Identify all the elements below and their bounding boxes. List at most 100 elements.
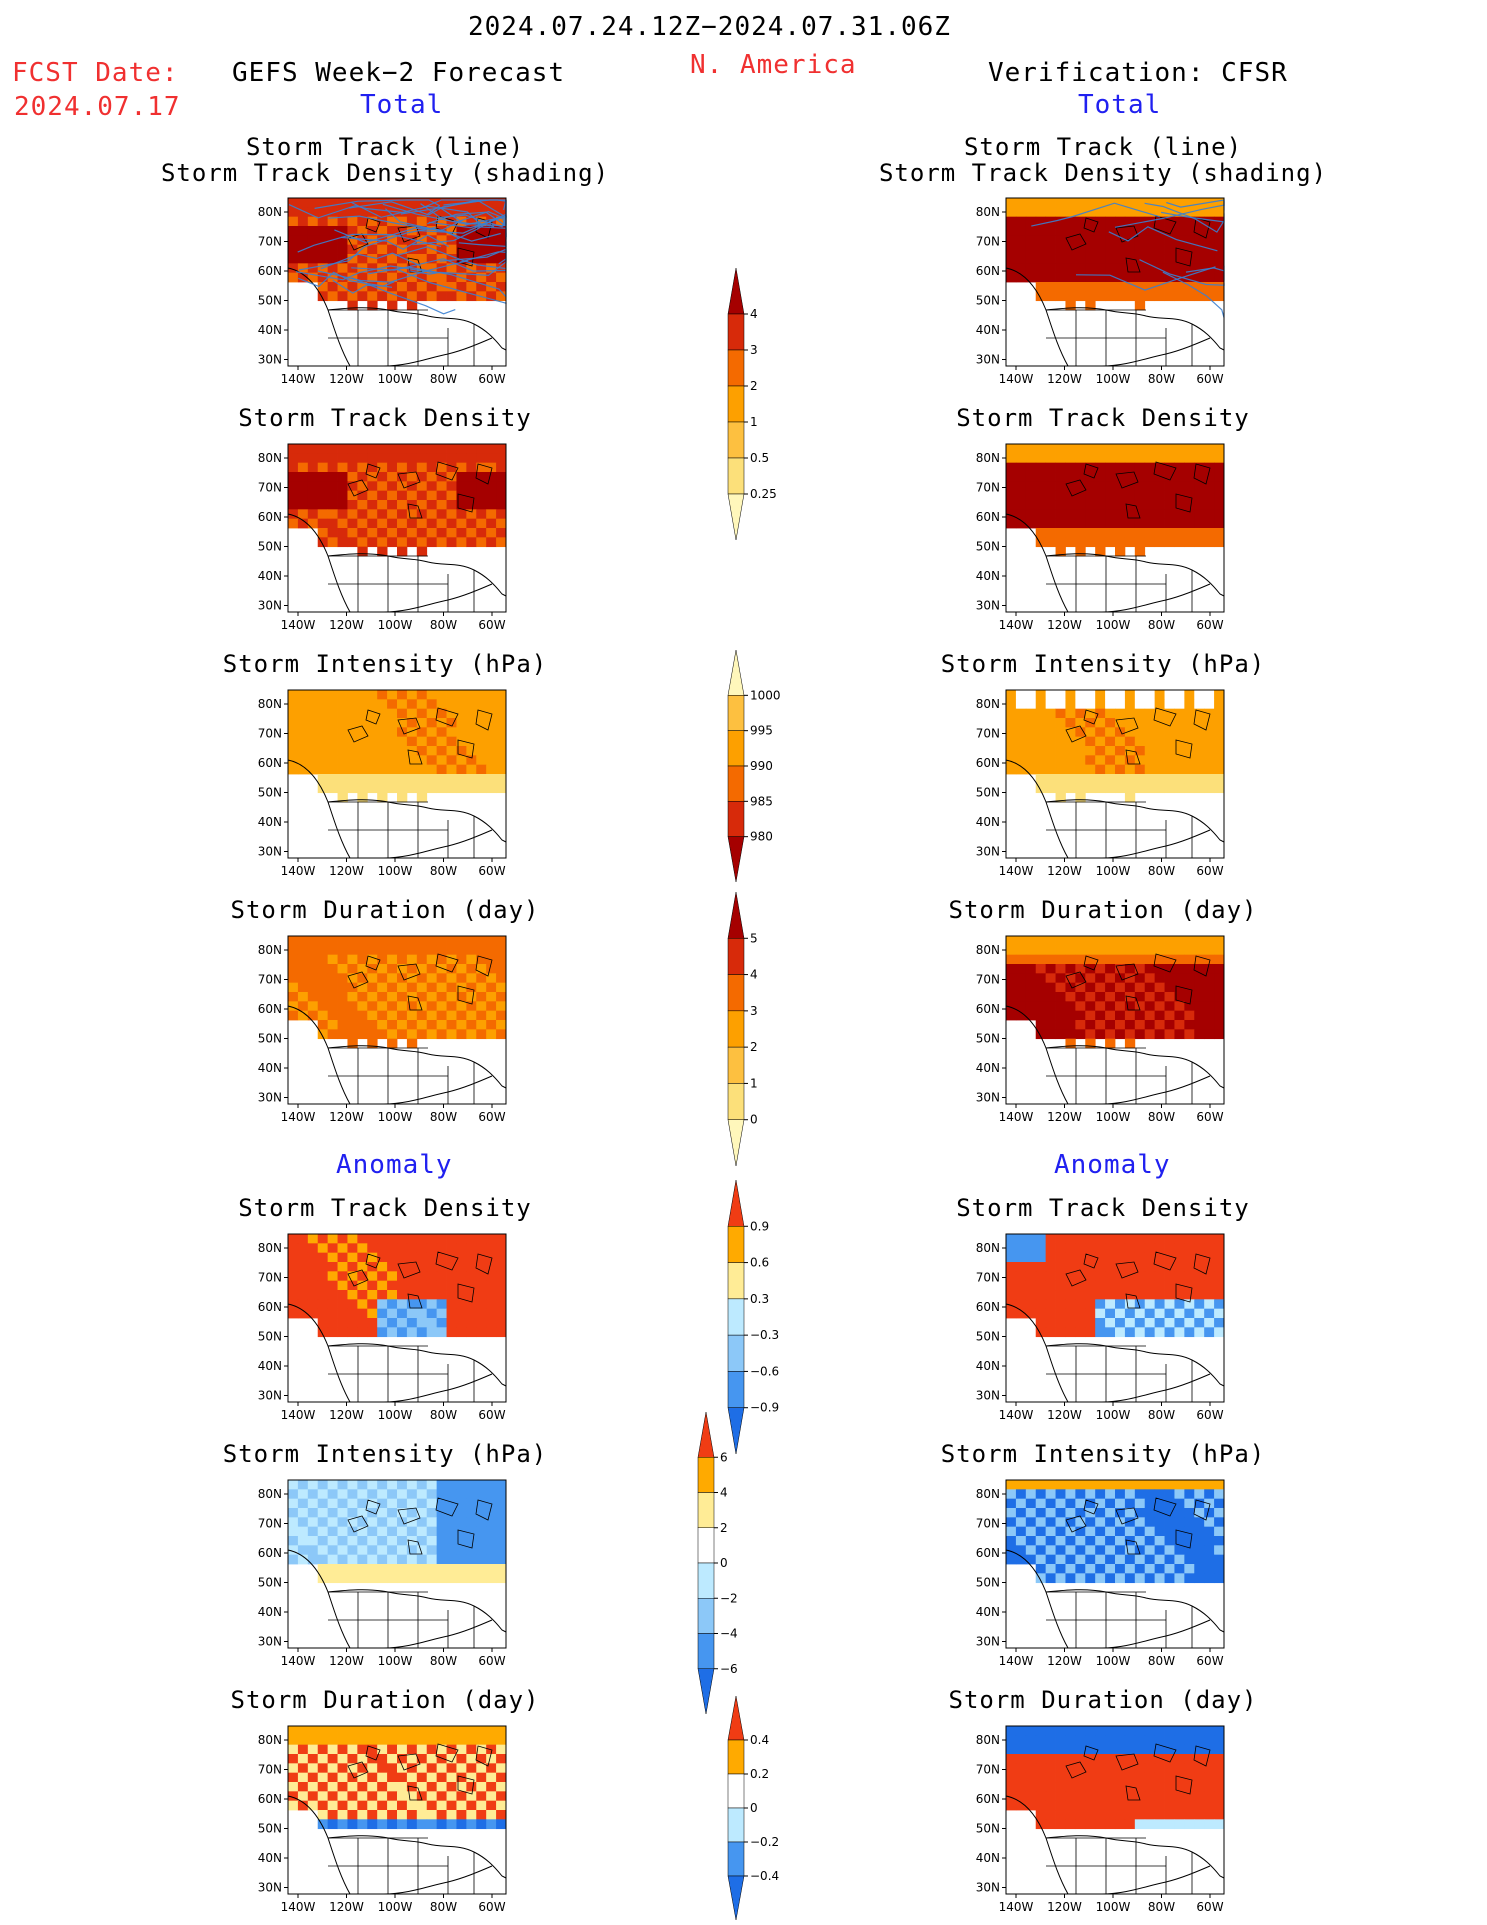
svg-text:120W: 120W: [329, 618, 364, 632]
svg-text:50N: 50N: [258, 786, 282, 800]
svg-text:80N: 80N: [976, 1733, 1000, 1747]
svg-text:40N: 40N: [258, 1061, 282, 1075]
svg-text:40N: 40N: [258, 569, 282, 583]
svg-text:60W: 60W: [478, 1900, 505, 1914]
svg-text:3: 3: [750, 1004, 758, 1018]
svg-text:6: 6: [720, 1450, 728, 1464]
svg-text:80W: 80W: [430, 618, 457, 632]
map-panel-cfsr-track: 80N 70N 60N 50N 40N 30N 140W 120W 100W 80W 60W: [976, 197, 1225, 386]
svg-text:120W: 120W: [329, 1408, 364, 1422]
panel-title-duration-left: Storm Duration (day): [230, 896, 540, 924]
svg-text:100W: 100W: [1096, 1110, 1131, 1124]
svg-text:60N: 60N: [258, 756, 282, 770]
svg-text:40N: 40N: [976, 1359, 1000, 1373]
svg-text:70N: 70N: [258, 1271, 282, 1285]
svg-text:100W: 100W: [378, 1408, 413, 1422]
svg-text:60W: 60W: [1196, 1110, 1223, 1124]
svg-text:60W: 60W: [1196, 1900, 1223, 1914]
svg-text:80N: 80N: [976, 943, 1000, 957]
svg-text:40N: 40N: [258, 1359, 282, 1373]
svg-text:1000: 1000: [750, 688, 781, 702]
svg-text:60W: 60W: [478, 864, 505, 878]
panel-title-duration-anom-right: Storm Duration (day): [948, 1686, 1258, 1714]
svg-text:80W: 80W: [430, 1900, 457, 1914]
svg-text:0.4: 0.4: [750, 1733, 769, 1747]
svg-text:0.25: 0.25: [750, 487, 777, 501]
svg-text:100W: 100W: [1096, 1408, 1131, 1422]
svg-text:120W: 120W: [329, 1900, 364, 1914]
svg-text:60N: 60N: [258, 510, 282, 524]
map-panel-fcst-track: 80N 70N 60N 50N 40N 30N 140W 120W 100W 80W 60W: [258, 197, 507, 386]
svg-text:100W: 100W: [378, 1654, 413, 1668]
svg-text:100W: 100W: [1096, 1654, 1131, 1668]
svg-text:120W: 120W: [1047, 864, 1082, 878]
svg-text:50N: 50N: [258, 540, 282, 554]
svg-text:120W: 120W: [1047, 1408, 1082, 1422]
colorbar-density: 4 3 2 1 0.5 0.25: [727, 267, 777, 541]
svg-text:30N: 30N: [258, 353, 282, 367]
panel-title-track-shading-right: Storm Track Density (shading): [878, 159, 1328, 187]
svg-text:70N: 70N: [976, 235, 1000, 249]
svg-text:0: 0: [720, 1556, 728, 1570]
verification-total-label: Total: [1078, 90, 1162, 120]
svg-text:100W: 100W: [378, 1110, 413, 1124]
svg-text:40N: 40N: [258, 1605, 282, 1619]
fcst-date-label: FCST Date:: [12, 58, 179, 88]
svg-text:2: 2: [750, 379, 758, 393]
svg-text:2: 2: [750, 1040, 758, 1054]
svg-text:70N: 70N: [976, 1271, 1000, 1285]
svg-text:−0.2: −0.2: [750, 1835, 779, 1849]
svg-text:50N: 50N: [976, 294, 1000, 308]
svg-text:140W: 140W: [281, 618, 316, 632]
svg-text:70N: 70N: [976, 481, 1000, 495]
panel-title-duration-anom-left: Storm Duration (day): [230, 1686, 540, 1714]
forecast-total-label: Total: [360, 90, 444, 120]
svg-text:120W: 120W: [1047, 1110, 1082, 1124]
svg-text:60W: 60W: [478, 618, 505, 632]
svg-text:70N: 70N: [976, 1763, 1000, 1777]
period-title: 2024.07.24.12Z−2024.07.31.06Z: [468, 12, 951, 42]
svg-text:140W: 140W: [999, 1654, 1034, 1668]
svg-text:120W: 120W: [1047, 618, 1082, 632]
svg-text:30N: 30N: [976, 599, 1000, 613]
svg-text:30N: 30N: [976, 1091, 1000, 1105]
svg-text:30N: 30N: [258, 1091, 282, 1105]
svg-text:120W: 120W: [1047, 1900, 1082, 1914]
panel-title-track-line-left: Storm Track (line): [245, 133, 525, 161]
svg-text:40N: 40N: [976, 1061, 1000, 1075]
svg-text:80N: 80N: [258, 451, 282, 465]
svg-text:−0.3: −0.3: [750, 1328, 779, 1342]
svg-text:−0.6: −0.6: [750, 1364, 779, 1378]
svg-text:30N: 30N: [258, 845, 282, 859]
svg-text:70N: 70N: [258, 481, 282, 495]
svg-text:50N: 50N: [258, 1032, 282, 1046]
svg-text:−0.9: −0.9: [750, 1401, 779, 1415]
svg-text:60W: 60W: [1196, 864, 1223, 878]
svg-text:60W: 60W: [1196, 372, 1223, 386]
svg-text:80N: 80N: [258, 697, 282, 711]
svg-text:−0.4: −0.4: [750, 1869, 779, 1883]
forecast-anomaly-label: Anomaly: [336, 1150, 453, 1180]
svg-text:−6: −6: [720, 1662, 738, 1676]
svg-text:100W: 100W: [1096, 864, 1131, 878]
svg-text:40N: 40N: [258, 815, 282, 829]
map-panel-cfsr-density: 80N 70N 60N 50N 40N 30N 140W 120W 100W 80W 60W: [976, 443, 1225, 632]
svg-text:50N: 50N: [976, 786, 1000, 800]
fcst-date-value: 2024.07.17: [14, 92, 181, 122]
svg-text:80W: 80W: [430, 1408, 457, 1422]
colorbar-density-anom: 0.9 0.6 0.3 −0.3 −0.6 −0.9: [727, 1179, 779, 1455]
svg-text:120W: 120W: [329, 372, 364, 386]
svg-text:60N: 60N: [976, 1300, 1000, 1314]
svg-text:50N: 50N: [976, 1576, 1000, 1590]
svg-text:120W: 120W: [329, 1110, 364, 1124]
svg-text:0.2: 0.2: [750, 1767, 769, 1781]
map-panel-fcst-intensity-anom: 80N 70N 60N 50N 40N 30N 140W 120W 100W 80W 60W: [258, 1479, 507, 1668]
panel-title-density-anom-right: Storm Track Density: [956, 1194, 1250, 1222]
svg-text:4: 4: [720, 1486, 728, 1500]
svg-text:2: 2: [720, 1521, 728, 1535]
svg-text:4: 4: [750, 307, 758, 321]
colorbar-duration: 5 4 3 2 1 0: [727, 891, 758, 1167]
svg-text:100W: 100W: [378, 1900, 413, 1914]
svg-text:1: 1: [750, 1076, 758, 1090]
panel-title-track-line-right: Storm Track (line): [963, 133, 1243, 161]
